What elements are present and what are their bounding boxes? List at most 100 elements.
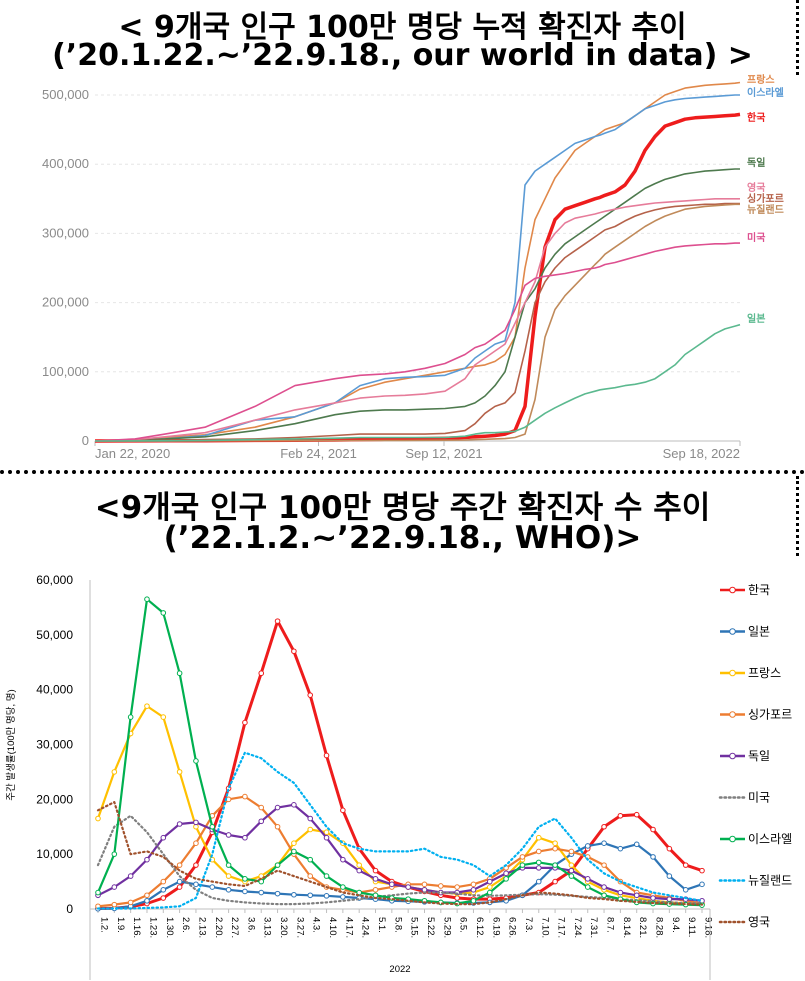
x-tick-label: Jan 22, 2020: [95, 446, 170, 461]
legend-marker: [729, 669, 736, 677]
data-point: [601, 862, 607, 868]
data-point: [552, 862, 558, 868]
data-point: [486, 889, 493, 896]
data-point: [258, 670, 265, 677]
data-point: [242, 876, 248, 882]
data-point: [454, 889, 460, 896]
data-point: [568, 867, 575, 874]
series-line-독일: [97, 803, 703, 902]
data-point: [633, 889, 640, 896]
data-point: [323, 893, 330, 899]
data-point: [176, 878, 183, 885]
series-line-싱가포르: [97, 795, 703, 908]
data-point: [666, 901, 673, 907]
y-tick-label: 400,000: [42, 156, 89, 171]
x-tick-label: 8.21.: [637, 917, 648, 938]
x-tick-label: 1.16.: [131, 917, 142, 938]
x-tick-label: 2.27.: [229, 917, 240, 938]
series-line-독일: [94, 168, 740, 442]
data-point: [682, 896, 689, 902]
data-point: [421, 897, 428, 904]
y-tick-label: 60,000: [36, 573, 73, 587]
data-point: [666, 896, 673, 902]
data-point: [111, 905, 118, 912]
x-tick-label: 5.1.: [376, 917, 387, 933]
x-tick-label: 5.8.: [392, 917, 403, 933]
data-point: [470, 900, 477, 906]
data-point: [650, 854, 656, 860]
data-point: [389, 881, 395, 888]
legend-marker: [729, 752, 736, 760]
data-point: [617, 878, 624, 885]
data-point: [95, 892, 101, 899]
y-tick-label: 0: [66, 902, 73, 916]
data-point: [633, 895, 640, 901]
y-tick-label: 40,000: [36, 683, 73, 697]
data-point: [225, 796, 232, 803]
data-point: [193, 862, 199, 868]
data-point: [617, 812, 624, 819]
data-point: [340, 884, 346, 890]
data-point: [389, 895, 395, 901]
data-point: [340, 807, 346, 814]
data-point: [633, 841, 640, 848]
data-point: [356, 895, 362, 901]
data-point: [356, 867, 362, 874]
data-point: [340, 894, 346, 900]
data-point: [552, 845, 558, 852]
x-tick-label: 7.3.: [523, 917, 534, 933]
series-line-한국: [97, 619, 703, 910]
legend-label: 미국: [748, 791, 770, 805]
data-point: [111, 851, 118, 857]
data-point: [291, 848, 297, 855]
data-point: [323, 829, 330, 836]
data-point: [584, 854, 591, 860]
x-tick-label: 9.11.: [686, 917, 697, 937]
data-point: [160, 714, 167, 720]
x-tick-label: 3.20.: [278, 917, 289, 938]
data-point: [274, 804, 281, 811]
series-line-영국: [94, 198, 740, 442]
data-point: [258, 873, 265, 879]
dotted-horizontal-divider: [0, 470, 805, 474]
data-point: [372, 887, 379, 893]
data-point: [568, 873, 575, 879]
data-point: [666, 845, 673, 852]
data-point: [421, 888, 428, 895]
x-tick-label: 1.2.: [99, 917, 110, 933]
x-tick-label: 9.4.: [670, 917, 681, 933]
data-point: [552, 878, 558, 885]
data-point: [617, 896, 624, 902]
data-point: [144, 897, 150, 904]
x-tick-label: 9.18.: [703, 917, 714, 938]
series-label: 프랑스: [747, 74, 775, 86]
data-point: [519, 856, 526, 863]
data-point: [552, 840, 558, 847]
data-point: [438, 899, 444, 906]
data-point: [372, 876, 379, 882]
y-tick-label: 30,000: [36, 738, 73, 752]
data-point: [225, 887, 232, 893]
x-tick-label: 4.17.: [343, 917, 354, 938]
data-point: [389, 878, 395, 885]
x-tick-label: 6.5.: [458, 917, 469, 933]
dotted-vertical-divider-bottom: [796, 476, 799, 556]
data-point: [486, 878, 493, 885]
x-tick-label: Sep 18, 2022: [663, 446, 740, 461]
legend-label: 영국: [748, 915, 770, 929]
data-point: [209, 856, 216, 863]
x-tick-label: Feb 24, 2021: [280, 446, 357, 461]
data-point: [160, 834, 167, 841]
data-point: [601, 884, 607, 890]
x-tick-label: 6.19.: [490, 917, 501, 938]
data-point: [650, 892, 656, 899]
data-point: [340, 887, 346, 893]
y-tick-label: 300,000: [42, 225, 89, 240]
data-point: [454, 900, 460, 907]
data-point: [682, 900, 689, 907]
data-point: [470, 881, 477, 888]
legend-label: 프랑스: [748, 666, 781, 680]
data-point: [470, 897, 477, 904]
data-point: [323, 752, 330, 759]
series-line-프랑스: [96, 704, 703, 906]
